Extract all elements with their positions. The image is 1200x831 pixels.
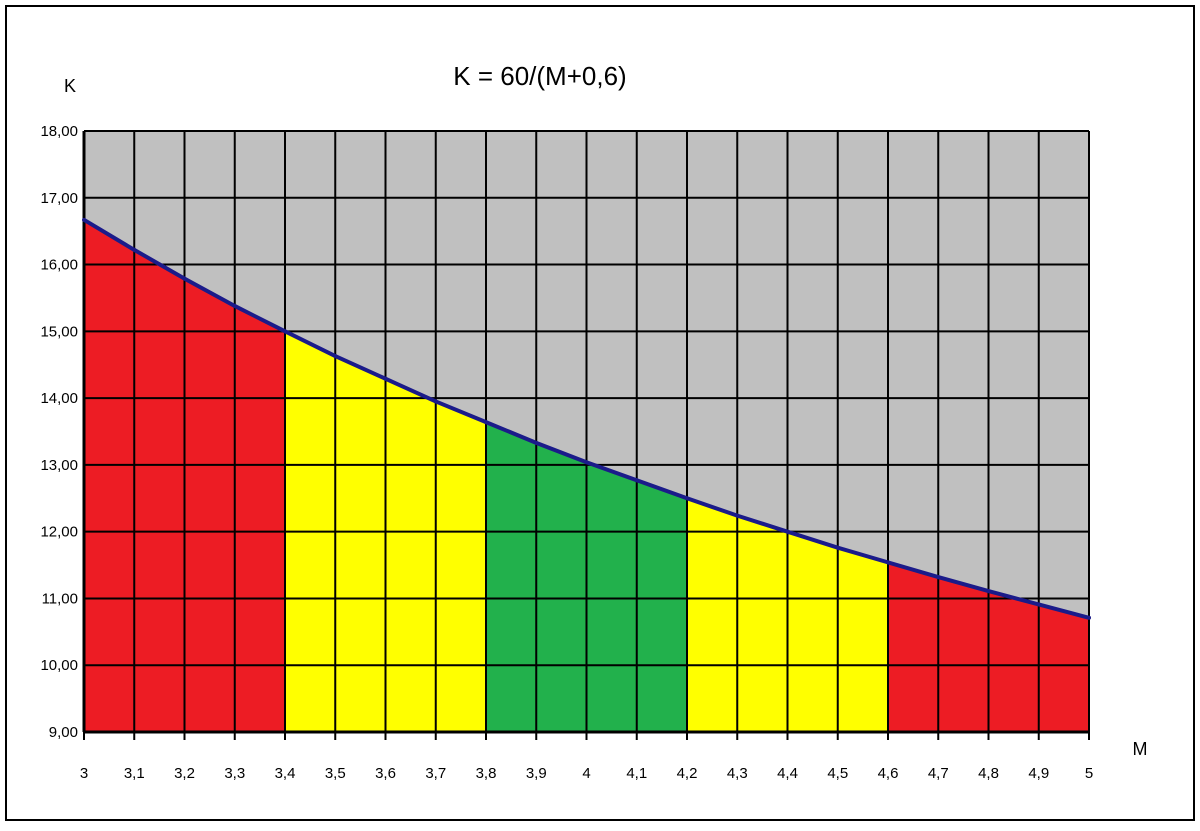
- plot-area: [82, 130, 1091, 740]
- x-tick-label: 4,2: [677, 765, 698, 782]
- y-tick-label: 10,00: [40, 657, 78, 674]
- x-tick-label: 3,1: [124, 765, 145, 782]
- y-tick-labels: 9,00 10,00 11,00 12,00 13,00 14,00 15,00 16,00 1…: [40, 123, 78, 741]
- x-tick-label: 3: [80, 765, 88, 782]
- y-tick-label: 9,00: [49, 724, 78, 741]
- curve-point: [634, 478, 639, 483]
- curve-point: [685, 496, 689, 501]
- x-tick-label: 4: [582, 765, 590, 782]
- y-tick-label: 15,00: [40, 323, 78, 340]
- x-tick-label: 4,6: [878, 765, 899, 782]
- curve-point: [333, 354, 338, 359]
- y-tick-label: 17,00: [40, 190, 78, 207]
- curve-point: [986, 589, 991, 594]
- x-tick-label: 3,2: [174, 765, 195, 782]
- curve-point: [383, 376, 388, 381]
- curve-point: [433, 399, 438, 404]
- curve-point: [484, 420, 488, 425]
- x-tick-label: 3,4: [275, 765, 296, 782]
- curve-point: [534, 440, 539, 445]
- curve-point: [283, 329, 287, 334]
- x-tick-label: 4,3: [727, 765, 748, 782]
- x-tick-label: 4,8: [978, 765, 999, 782]
- x-tick-label: 3,6: [375, 765, 396, 782]
- chart-title: K = 60/(M+0,6): [453, 61, 626, 91]
- curve-point: [232, 303, 237, 308]
- y-tick-label: 12,00: [40, 524, 78, 541]
- y-tick-label: 18,00: [40, 123, 78, 140]
- y-tick-label: 11,00: [42, 590, 78, 607]
- curve-point: [132, 247, 137, 252]
- curve-point: [182, 276, 187, 281]
- y-tick-label: 14,00: [40, 390, 78, 407]
- curve-point: [785, 529, 790, 534]
- x-tick-labels: 3 3,1 3,2 3,3 3,4 3,5 3,6 3,7 3,8 3,9 4 4,1 4,2 4,3 4,…: [80, 765, 1093, 782]
- curve-point: [886, 560, 890, 565]
- curve-point: [835, 545, 840, 550]
- curve-point: [1036, 602, 1041, 607]
- x-tick-label: 3,5: [325, 765, 346, 782]
- x-tick-label: 3,9: [526, 765, 547, 782]
- x-tick-label: 4,5: [827, 765, 848, 782]
- curve-point: [936, 575, 941, 580]
- curve-point: [735, 513, 740, 518]
- curve-point: [82, 217, 86, 222]
- x-tick-label: 5: [1085, 765, 1093, 782]
- y-tick-label: 13,00: [40, 457, 78, 474]
- x-tick-label: 3,8: [476, 765, 497, 782]
- x-tick-label: 4,1: [626, 765, 647, 782]
- x-tick-label: 4,9: [1028, 765, 1049, 782]
- x-tick-label: 3,7: [425, 765, 446, 782]
- x-axis-label: M: [1133, 739, 1148, 759]
- x-tick-label: 4,7: [928, 765, 949, 782]
- x-tick-label: 4,4: [777, 765, 798, 782]
- y-axis-label: K: [64, 76, 76, 96]
- curve-point: [1087, 615, 1091, 620]
- curve-point: [584, 460, 589, 465]
- x-tick-label: 3,3: [224, 765, 245, 782]
- y-tick-label: 16,00: [40, 257, 78, 274]
